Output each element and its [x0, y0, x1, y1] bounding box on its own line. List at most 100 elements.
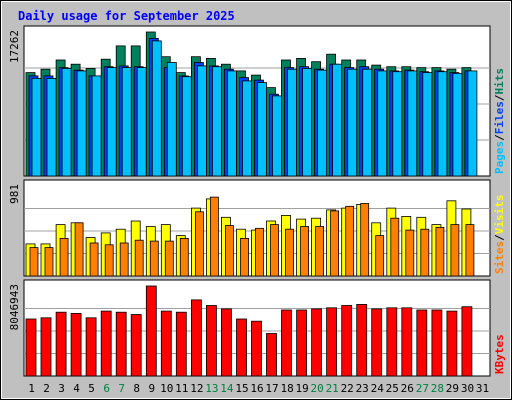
side-legend: Sites/Visits — [493, 195, 506, 275]
bar-kbytes — [205, 305, 217, 377]
x-tick-label: 2 — [43, 382, 50, 395]
legend-pages: Pages — [493, 141, 506, 174]
x-tick-label: 22 — [341, 382, 354, 395]
x-tick-label: 27 — [416, 382, 429, 395]
bar-kbytes — [266, 333, 277, 377]
bar-kbytes — [175, 311, 187, 377]
x-tick-label: 10 — [160, 382, 173, 395]
bar-sites — [330, 210, 340, 277]
bar-pages — [347, 68, 358, 177]
bar-sites — [194, 211, 204, 277]
bar-kbytes — [371, 308, 383, 377]
panel-kbytes: 8046943 KBytes — [8, 279, 506, 377]
bar-sites — [435, 226, 445, 277]
bar-kbytes — [160, 310, 172, 377]
bar-kbytes — [431, 309, 443, 377]
bar-pages — [76, 70, 87, 177]
x-tick-label: 28 — [431, 382, 444, 395]
bar-kbytes — [70, 312, 82, 377]
bar-sites — [134, 239, 144, 277]
x-tick-label: 3 — [58, 382, 65, 395]
bar-kbytes — [40, 317, 52, 377]
bar-sites — [104, 244, 114, 277]
bar-sites — [255, 227, 264, 277]
bar-pages — [377, 70, 388, 177]
bar-kbytes — [130, 314, 142, 377]
bar-pages — [196, 65, 207, 177]
bar-pages — [287, 68, 297, 177]
bar-pages — [272, 95, 282, 177]
x-tick-label: 1 — [28, 382, 35, 395]
legend-separator: / — [493, 234, 506, 241]
x-tick-label: 13 — [205, 382, 218, 395]
bar-kbytes — [190, 299, 202, 377]
bar-sites — [29, 247, 39, 277]
bar-pages — [106, 67, 117, 177]
x-tick-label: 16 — [250, 382, 263, 395]
bar-pages — [46, 78, 57, 177]
bar-sites — [179, 237, 189, 277]
bar-kbytes — [386, 307, 398, 377]
bar-pages — [422, 72, 433, 177]
x-axis-labels: 1 2 3 4 5 6 7 8 9 10 11 12 13 14 15 16 17 18 19 20 21 22 23 24 2… — [28, 382, 489, 395]
bar-sites — [270, 224, 279, 277]
x-tick-label: 5 — [88, 382, 95, 395]
x-tick-label: 23 — [356, 382, 369, 395]
bar-sites — [405, 229, 415, 277]
x-tick-label: 19 — [295, 382, 308, 395]
x-tick-label: 31 — [476, 382, 489, 395]
bar-pages — [257, 82, 267, 177]
bar-sites — [450, 224, 460, 277]
legend-files: Files — [493, 101, 506, 134]
bar-pages — [151, 40, 162, 177]
x-tick-label: 21 — [326, 382, 339, 395]
legend-separator: / — [493, 134, 506, 141]
x-tick-label: 29 — [446, 382, 459, 395]
bar-pages — [467, 70, 478, 177]
side-legend: KBytes — [493, 334, 506, 374]
x-tick-label: 20 — [310, 382, 323, 395]
bar-kbytes — [311, 308, 323, 377]
bar-sites — [164, 240, 174, 277]
chart-title: Daily usage for September 2025 — [18, 9, 235, 23]
bar-sites — [224, 225, 234, 277]
bar-kbytes — [296, 309, 308, 377]
bar-pages — [452, 73, 463, 177]
bar-sites — [390, 217, 400, 277]
bar-sites — [315, 226, 325, 277]
bar-sites — [375, 235, 385, 277]
bar-sites — [285, 228, 294, 277]
bar-sites — [420, 228, 430, 277]
bar-pages — [226, 70, 237, 177]
bar-pages — [362, 68, 373, 177]
legend-sites: Sites — [493, 241, 506, 274]
bar-sites — [360, 203, 370, 277]
bar-kbytes — [401, 307, 413, 377]
bar-pages — [181, 76, 192, 177]
bar-pages — [61, 68, 72, 177]
x-tick-label: 15 — [235, 382, 248, 395]
bar-kbytes — [25, 318, 37, 377]
bar-pages — [437, 71, 448, 177]
x-tick-label: 6 — [103, 382, 110, 395]
legend-visits: Visits — [493, 195, 506, 235]
bar-kbytes — [416, 309, 428, 377]
y-max-label: 17262 — [8, 30, 21, 63]
bar-kbytes — [55, 311, 67, 377]
x-tick-label: 14 — [220, 382, 234, 395]
bar-pages — [166, 62, 177, 177]
x-tick-label: 8 — [133, 382, 140, 395]
bar-pages — [136, 67, 147, 177]
bar-pages — [31, 78, 42, 177]
x-tick-label: 18 — [280, 382, 293, 395]
bar-kbytes — [446, 310, 458, 377]
y-max-label: 8046943 — [8, 284, 21, 330]
bar-pages — [121, 67, 132, 177]
x-tick-label: 30 — [461, 382, 474, 395]
bar-pages — [317, 69, 328, 177]
x-tick-label: 12 — [190, 382, 203, 395]
bar-pages — [302, 68, 313, 177]
